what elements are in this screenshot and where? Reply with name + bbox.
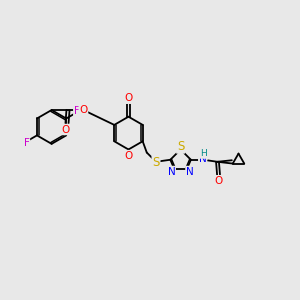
Text: O: O (214, 176, 223, 186)
Text: N: N (167, 167, 175, 176)
Text: H: H (200, 150, 207, 160)
Text: F: F (74, 106, 80, 116)
Text: O: O (62, 124, 70, 134)
Text: N: N (199, 154, 206, 164)
Text: N: N (186, 167, 194, 176)
Text: O: O (124, 151, 133, 160)
Text: O: O (124, 93, 133, 103)
Text: O: O (79, 105, 88, 115)
Text: H: H (200, 149, 207, 158)
Text: F: F (23, 138, 29, 148)
Text: S: S (152, 156, 160, 169)
Text: S: S (177, 140, 184, 153)
